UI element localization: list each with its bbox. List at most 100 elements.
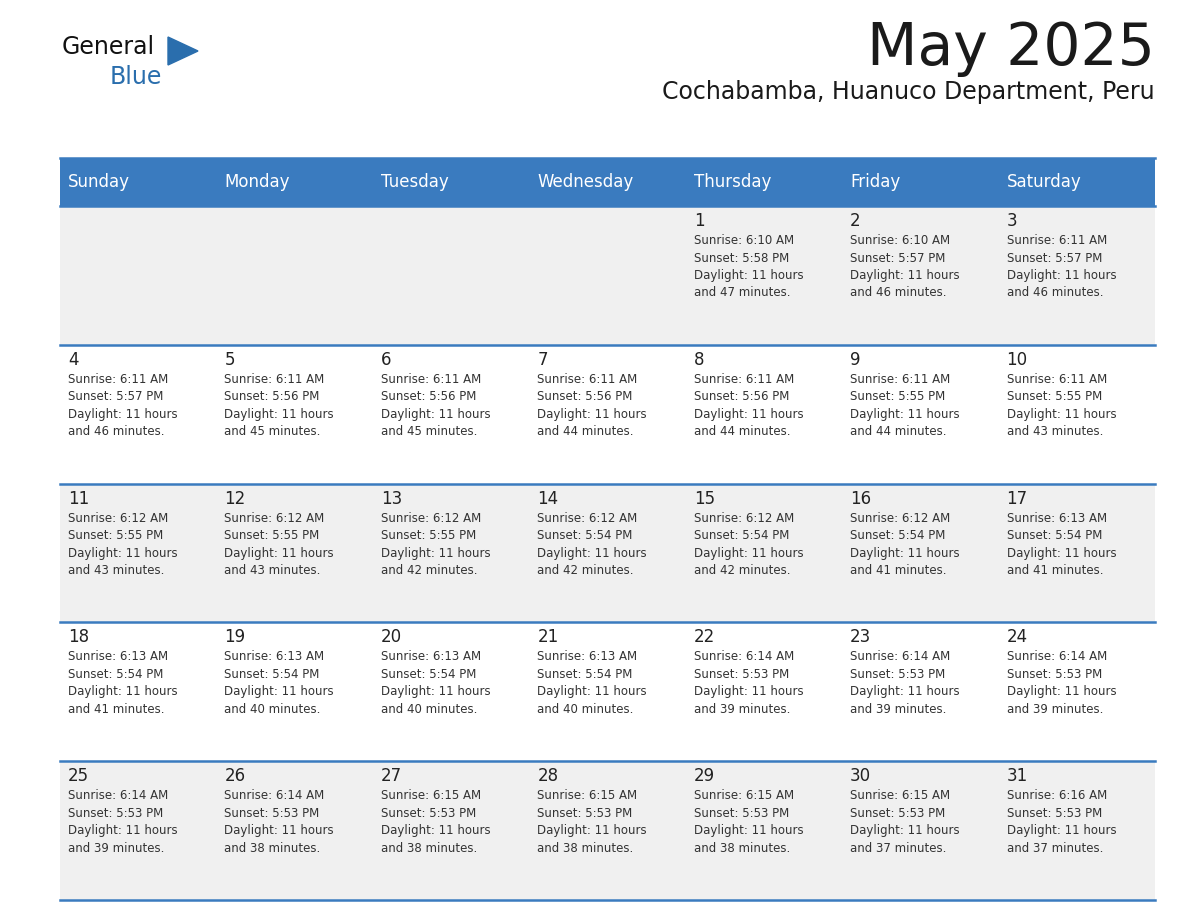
Bar [216, 158, 373, 206]
Text: Sunset: 5:56 PM: Sunset: 5:56 PM [225, 390, 320, 403]
Text: Sunset: 5:55 PM: Sunset: 5:55 PM [381, 529, 476, 543]
Text: and 41 minutes.: and 41 minutes. [1006, 564, 1104, 577]
Text: Daylight: 11 hours: Daylight: 11 hours [381, 546, 491, 560]
Text: Sunrise: 6:13 AM: Sunrise: 6:13 AM [68, 650, 169, 664]
Bar [373, 158, 530, 206]
Text: Sunrise: 6:12 AM: Sunrise: 6:12 AM [851, 511, 950, 524]
Bar [842, 158, 999, 206]
Text: Daylight: 11 hours: Daylight: 11 hours [68, 824, 178, 837]
Text: 5: 5 [225, 351, 235, 369]
Text: Daylight: 11 hours: Daylight: 11 hours [225, 824, 334, 837]
Bar [61, 622, 1155, 761]
Text: 19: 19 [225, 629, 246, 646]
Bar [61, 206, 1155, 345]
Bar [61, 345, 1155, 484]
Text: 11: 11 [68, 489, 89, 508]
Text: and 46 minutes.: and 46 minutes. [851, 286, 947, 299]
Text: 8: 8 [694, 351, 704, 369]
Text: Sunrise: 6:11 AM: Sunrise: 6:11 AM [537, 373, 638, 386]
Text: Daylight: 11 hours: Daylight: 11 hours [68, 408, 178, 420]
Text: 29: 29 [694, 767, 715, 785]
Bar [999, 158, 1155, 206]
Text: Friday: Friday [851, 173, 901, 191]
Text: Sunrise: 6:11 AM: Sunrise: 6:11 AM [851, 373, 950, 386]
Text: 22: 22 [694, 629, 715, 646]
Text: Daylight: 11 hours: Daylight: 11 hours [537, 686, 647, 699]
Text: and 46 minutes.: and 46 minutes. [68, 425, 164, 438]
Text: and 40 minutes.: and 40 minutes. [537, 703, 633, 716]
Text: Daylight: 11 hours: Daylight: 11 hours [381, 408, 491, 420]
Text: Daylight: 11 hours: Daylight: 11 hours [851, 408, 960, 420]
Text: Sunrise: 6:11 AM: Sunrise: 6:11 AM [1006, 234, 1107, 247]
Text: Sunset: 5:54 PM: Sunset: 5:54 PM [1006, 529, 1102, 543]
Text: Sunrise: 6:12 AM: Sunrise: 6:12 AM [225, 511, 324, 524]
Text: and 46 minutes.: and 46 minutes. [1006, 286, 1104, 299]
Text: 27: 27 [381, 767, 402, 785]
Text: Daylight: 11 hours: Daylight: 11 hours [68, 686, 178, 699]
Bar [685, 158, 842, 206]
Text: Daylight: 11 hours: Daylight: 11 hours [1006, 824, 1117, 837]
Text: Daylight: 11 hours: Daylight: 11 hours [537, 824, 647, 837]
Text: and 38 minutes.: and 38 minutes. [694, 842, 790, 855]
Text: Cochabamba, Huanuco Department, Peru: Cochabamba, Huanuco Department, Peru [663, 80, 1155, 104]
Text: Sunset: 5:55 PM: Sunset: 5:55 PM [68, 529, 163, 543]
Text: Sunrise: 6:14 AM: Sunrise: 6:14 AM [225, 789, 324, 802]
Text: Daylight: 11 hours: Daylight: 11 hours [694, 546, 803, 560]
Text: Sunrise: 6:13 AM: Sunrise: 6:13 AM [225, 650, 324, 664]
Text: 17: 17 [1006, 489, 1028, 508]
Text: Sunset: 5:58 PM: Sunset: 5:58 PM [694, 252, 789, 264]
Text: and 38 minutes.: and 38 minutes. [381, 842, 478, 855]
Text: Sunset: 5:56 PM: Sunset: 5:56 PM [381, 390, 476, 403]
Text: Sunset: 5:53 PM: Sunset: 5:53 PM [537, 807, 632, 820]
Text: Sunrise: 6:10 AM: Sunrise: 6:10 AM [694, 234, 794, 247]
Text: and 43 minutes.: and 43 minutes. [68, 564, 164, 577]
Text: Sunset: 5:54 PM: Sunset: 5:54 PM [225, 668, 320, 681]
Text: 20: 20 [381, 629, 402, 646]
Text: Daylight: 11 hours: Daylight: 11 hours [381, 686, 491, 699]
Text: Sunday: Sunday [68, 173, 129, 191]
Text: Sunset: 5:53 PM: Sunset: 5:53 PM [1006, 807, 1101, 820]
Text: Daylight: 11 hours: Daylight: 11 hours [694, 408, 803, 420]
Text: and 41 minutes.: and 41 minutes. [851, 564, 947, 577]
Text: Sunset: 5:54 PM: Sunset: 5:54 PM [381, 668, 476, 681]
Bar [61, 158, 216, 206]
Text: and 43 minutes.: and 43 minutes. [1006, 425, 1102, 438]
Text: Sunset: 5:57 PM: Sunset: 5:57 PM [1006, 252, 1102, 264]
Text: Monday: Monday [225, 173, 290, 191]
Text: Sunset: 5:55 PM: Sunset: 5:55 PM [851, 390, 946, 403]
Text: Daylight: 11 hours: Daylight: 11 hours [225, 686, 334, 699]
Text: Sunrise: 6:15 AM: Sunrise: 6:15 AM [537, 789, 638, 802]
Text: and 47 minutes.: and 47 minutes. [694, 286, 790, 299]
Text: Sunrise: 6:11 AM: Sunrise: 6:11 AM [68, 373, 169, 386]
Text: and 42 minutes.: and 42 minutes. [537, 564, 633, 577]
Text: 26: 26 [225, 767, 246, 785]
Text: Daylight: 11 hours: Daylight: 11 hours [851, 546, 960, 560]
Text: Sunset: 5:53 PM: Sunset: 5:53 PM [68, 807, 163, 820]
Bar [61, 761, 1155, 900]
Text: 1: 1 [694, 212, 704, 230]
Text: 23: 23 [851, 629, 871, 646]
Text: Sunset: 5:56 PM: Sunset: 5:56 PM [694, 390, 789, 403]
Text: 30: 30 [851, 767, 871, 785]
Text: and 44 minutes.: and 44 minutes. [851, 425, 947, 438]
Text: Sunrise: 6:13 AM: Sunrise: 6:13 AM [537, 650, 638, 664]
Text: 31: 31 [1006, 767, 1028, 785]
Text: Daylight: 11 hours: Daylight: 11 hours [694, 824, 803, 837]
Text: and 42 minutes.: and 42 minutes. [381, 564, 478, 577]
Text: Thursday: Thursday [694, 173, 771, 191]
Text: 6: 6 [381, 351, 391, 369]
Text: Daylight: 11 hours: Daylight: 11 hours [694, 686, 803, 699]
Bar [530, 158, 685, 206]
Text: 16: 16 [851, 489, 871, 508]
Text: 10: 10 [1006, 351, 1028, 369]
Text: and 39 minutes.: and 39 minutes. [851, 703, 947, 716]
Bar [61, 484, 1155, 622]
Text: Sunset: 5:53 PM: Sunset: 5:53 PM [1006, 668, 1101, 681]
Text: Sunrise: 6:11 AM: Sunrise: 6:11 AM [225, 373, 324, 386]
Text: Sunset: 5:55 PM: Sunset: 5:55 PM [225, 529, 320, 543]
Text: Sunrise: 6:15 AM: Sunrise: 6:15 AM [851, 789, 950, 802]
Text: Sunrise: 6:15 AM: Sunrise: 6:15 AM [694, 789, 794, 802]
Text: Sunrise: 6:16 AM: Sunrise: 6:16 AM [1006, 789, 1107, 802]
Text: and 43 minutes.: and 43 minutes. [225, 564, 321, 577]
Text: Sunrise: 6:10 AM: Sunrise: 6:10 AM [851, 234, 950, 247]
